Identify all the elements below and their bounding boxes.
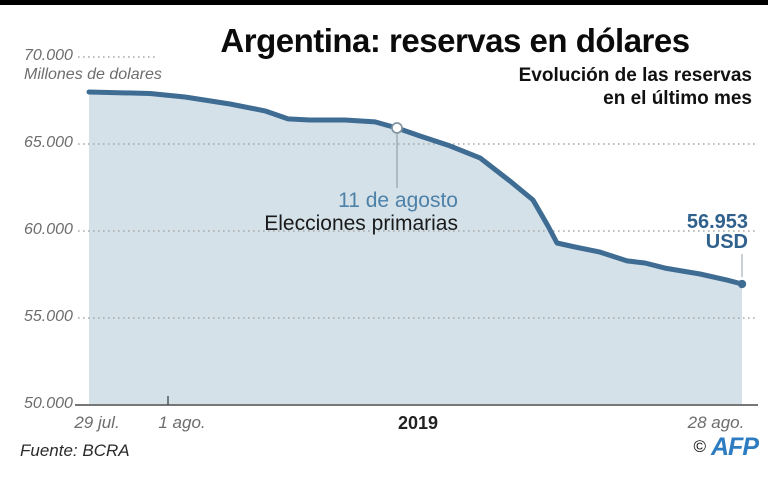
y-tick-65000: 65.000 bbox=[24, 134, 73, 151]
end-value-callout: 56.953 USD bbox=[687, 212, 748, 252]
x-tick-2019: 2019 bbox=[397, 413, 439, 433]
x-tick-1ago: 1 ago. bbox=[158, 413, 206, 432]
y-axis-unit-label: Millones de dolares bbox=[24, 66, 162, 83]
x-tick-29jul: 29 jul. bbox=[74, 413, 120, 432]
subtitle-line-1: Evolución de las reservas bbox=[518, 65, 752, 86]
y-tick-60000: 60.000 bbox=[24, 221, 73, 238]
subtitle-line-2: en el último mes bbox=[603, 88, 752, 109]
annotation-election-date: 11 de agosto bbox=[338, 189, 458, 212]
election-marker-point bbox=[391, 122, 403, 134]
chart-subtitle: Evolución de las reservas en el último m… bbox=[519, 64, 752, 110]
x-tick-28ago: 28 ago. bbox=[687, 413, 745, 432]
end-data-point bbox=[737, 279, 747, 289]
afp-logo: AFP bbox=[711, 433, 759, 461]
annotation-election-event: Elecciones primarias bbox=[264, 212, 458, 235]
top-border-bar bbox=[0, 0, 768, 5]
end-value-number: 56.953 bbox=[686, 211, 748, 233]
source-credit: Fuente: BCRA bbox=[20, 441, 130, 460]
end-value-unit: USD bbox=[705, 231, 748, 253]
copyright-icon: © bbox=[693, 437, 706, 456]
y-tick-50000: 50.000 bbox=[24, 395, 73, 412]
chart-title: Argentina: reservas en dólares bbox=[220, 22, 690, 59]
area-fill bbox=[89, 92, 742, 404]
agency-credit: © AFP bbox=[693, 433, 759, 461]
reserves-line bbox=[86, 89, 745, 287]
y-tick-70000: 70.000 bbox=[24, 47, 73, 64]
y-tick-55000: 55.000 bbox=[24, 308, 73, 325]
